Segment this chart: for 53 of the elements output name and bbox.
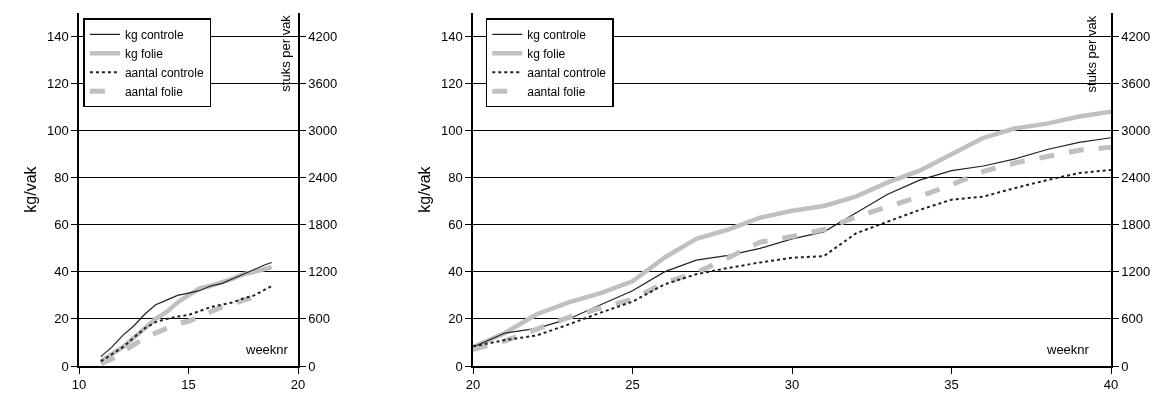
x-axis-title: weeknr: [1046, 342, 1090, 357]
x-tick-label: 35: [944, 377, 959, 393]
y2-tick-label: 0: [308, 358, 316, 374]
y-axis-title: kg/vak: [416, 165, 434, 213]
x-tick-label: 15: [181, 377, 196, 393]
y-tick-label: 60: [54, 217, 69, 233]
y2-tick-label: 1200: [308, 264, 338, 280]
y-tick-label: 100: [46, 123, 69, 139]
y2-tick-label: 600: [1121, 311, 1144, 327]
y2-tick-label: 3600: [308, 76, 338, 92]
y-tick-label: 100: [440, 123, 463, 139]
y2-tick-label: 2400: [308, 170, 338, 186]
x-tick-label: 20: [465, 377, 481, 393]
y-tick-label: 140: [440, 29, 463, 45]
legend-label: aantal folie: [124, 84, 184, 99]
x-tick-label: 10: [71, 377, 87, 393]
y2-tick-label: 3000: [1121, 123, 1151, 139]
y-tick-label: 120: [46, 76, 69, 92]
y2-tick-label: 3600: [1121, 76, 1151, 92]
legend-label: aantal folie: [527, 84, 586, 99]
y-tick-label: 40: [448, 264, 463, 280]
y2-tick-label: 1200: [1121, 264, 1151, 280]
y2-tick-label: 600: [308, 311, 331, 327]
x-axis-title: weeknr: [245, 342, 289, 357]
x-tick-label: 25: [625, 377, 640, 393]
y-tick-label: 120: [440, 76, 463, 92]
x-tick-label: 30: [784, 377, 800, 393]
legend-label: kg controle: [527, 27, 587, 42]
legend-label: aantal controle: [527, 65, 607, 80]
legend-label: kg folie: [124, 46, 164, 61]
legend-label: kg controle: [124, 27, 184, 42]
y-tick-label: 80: [54, 170, 69, 186]
y2-tick-label: 4200: [1121, 29, 1151, 45]
y-tick-label: 40: [54, 264, 69, 280]
x-tick-label: 40: [1103, 377, 1119, 393]
y2-tick-label: 3000: [308, 123, 338, 139]
y2-axis-title: stuks per vak: [1084, 15, 1100, 93]
y-tick-label: 20: [54, 311, 69, 327]
y-tick-label: 80: [448, 170, 463, 186]
y2-tick-label: 2400: [1121, 170, 1151, 186]
y2-tick-label: 1800: [308, 217, 338, 233]
x-tick-label: 20: [290, 377, 306, 393]
legend-label: aantal controle: [124, 65, 204, 80]
y-tick-label: 0: [455, 358, 463, 374]
y-tick-label: 60: [448, 217, 463, 233]
y-tick-label: 20: [448, 311, 463, 327]
legend-label: kg folie: [527, 46, 566, 61]
y-axis-title: kg/vak: [22, 165, 40, 213]
y-tick-label: 140: [46, 29, 69, 45]
y2-tick-label: 4200: [308, 29, 338, 45]
y-tick-label: 0: [61, 358, 69, 374]
y2-tick-label: 0: [1121, 358, 1129, 374]
y2-tick-label: 1800: [1121, 217, 1151, 233]
